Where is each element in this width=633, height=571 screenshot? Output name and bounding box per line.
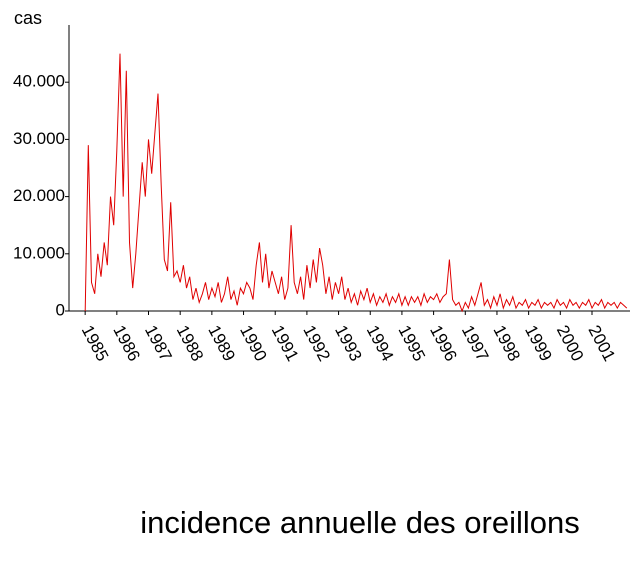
x-tick-label: 1986 xyxy=(109,322,144,364)
x-tick-label: 1990 xyxy=(236,322,271,364)
x-tick-label: 1985 xyxy=(78,322,113,364)
x-tick-label: 1997 xyxy=(458,322,493,364)
x-tick-label: 1994 xyxy=(363,322,398,364)
y-tick-label: 30.000 xyxy=(13,129,65,148)
y-tick-label: 10.000 xyxy=(13,243,65,262)
data-line xyxy=(84,53,628,313)
x-tick-label: 1995 xyxy=(394,322,429,364)
x-tick-label: 1993 xyxy=(331,322,366,364)
x-tick-label: 1987 xyxy=(141,322,176,364)
x-tick-label: 2001 xyxy=(584,322,619,364)
chart-title: incidence annuelle des oreillons xyxy=(140,505,579,540)
x-tick-label: 1996 xyxy=(426,322,461,364)
x-tick-label: 1998 xyxy=(489,322,524,364)
y-tick-label: 20.000 xyxy=(13,186,65,205)
x-tick-label: 2000 xyxy=(553,322,588,364)
y-tick-label: 40.000 xyxy=(13,72,65,91)
x-tick-label: 1992 xyxy=(299,322,334,364)
y-tick-label: 0 xyxy=(56,300,65,319)
x-tick-label: 1999 xyxy=(521,322,556,364)
x-tick-label: 1991 xyxy=(268,322,303,364)
x-tick-label: 1989 xyxy=(204,322,239,364)
y-axis-label: cas xyxy=(14,8,42,28)
x-tick-label: 1988 xyxy=(173,322,208,364)
